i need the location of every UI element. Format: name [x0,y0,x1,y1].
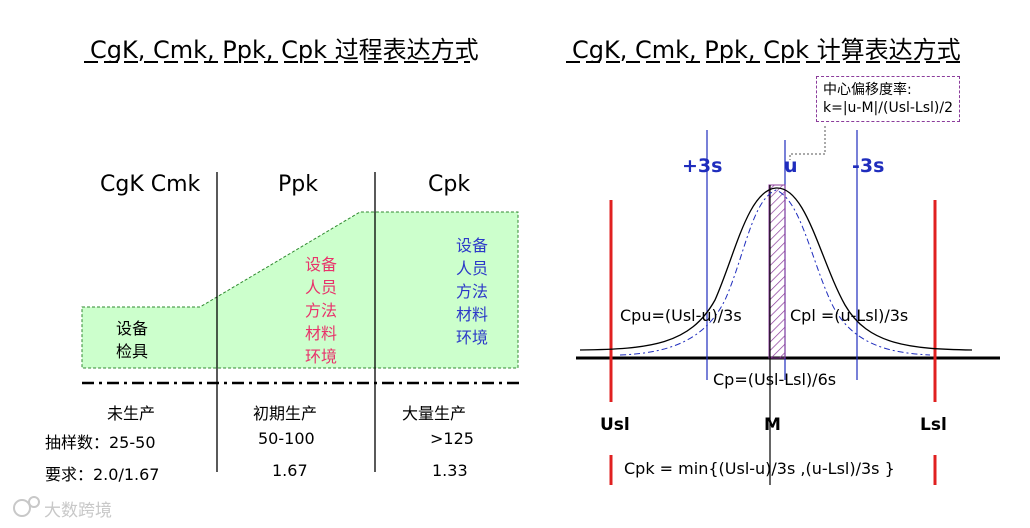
stage-label-mass: 大量生产 [402,404,467,423]
cpl-formula: Cpl =(u-Lsl)/3s [790,306,909,325]
stage-label-initial: 初期生产 [253,404,318,423]
cp-formula: Cp=(Usl-Lsl)/6s [713,370,837,389]
column-head-cpk: Cpk [428,172,471,197]
sample-size-cpk: >125 [430,429,474,448]
sample-size-label: 抽样数：25-50 [45,433,156,452]
factor-item: 人员 [456,259,489,278]
watermark-logo-icon [13,499,31,517]
requirement-label: 要求：2.0/1.67 [45,465,160,484]
lsl-label: Lsl [920,415,947,435]
requirement-cpk: 1.33 [432,461,468,480]
factor-item: 材料 [456,305,489,324]
minus-3s-label: -3s [852,155,885,177]
factor-item: 方法 [305,301,338,320]
note-formula: k=|u-M|/(Usl-Lsl)/2 [823,100,954,116]
factor-item: 设备 [305,255,338,274]
factor-item: 设备 [116,319,149,338]
factor-item: 环境 [456,328,489,347]
cpk-formula: Cpk = min{(Usl-u)/3s ,(u-Lsl)/3s } [624,459,895,478]
column-head-cgk-cmk: CgK Cmk [100,172,201,197]
factor-item: 环境 [305,347,338,366]
cpu-formula: Cpu=(Usl-u)/3s [620,306,742,325]
factor-item: 人员 [305,278,338,297]
offset-band [768,184,786,359]
watermark-text: 大数跨境 [44,501,112,521]
offset-rate-note: 中心偏移度率: k=|u-M|/(Usl-Lsl)/2 [816,76,961,122]
usl-label: Usl [600,415,630,435]
factor-item: 材料 [305,324,338,343]
column-head-ppk: Ppk [278,172,318,197]
stage-label-pre: 未生产 [107,404,156,423]
note-connector [789,126,826,160]
factor-item: 检具 [116,342,149,361]
note-title: 中心偏移度率: [823,82,912,98]
actual-distribution-curve [579,187,973,351]
factor-list-col2: 设备 人员 方法 材料 环境 [305,253,337,368]
requirement-ppk: 1.67 [272,461,308,480]
factor-list-col1: 设备 检具 [116,317,148,363]
left-title: CgK, Cmk, Ppk, Cpk 过程表达方式 [90,36,479,64]
capability-area [81,211,519,369]
factor-item: 设备 [456,236,489,255]
target-distribution-curve [619,189,931,356]
factor-list-col3: 设备 人员 方法 材料 环境 [456,234,488,349]
right-title: CgK, Cmk, Ppk, Cpk 计算表达方式 [572,36,961,64]
u-label: u [784,155,798,177]
sample-size-ppk: 50-100 [258,429,315,448]
m-label: M [764,415,781,435]
plus-3s-label: +3s [682,155,723,177]
factor-item: 方法 [456,282,489,301]
